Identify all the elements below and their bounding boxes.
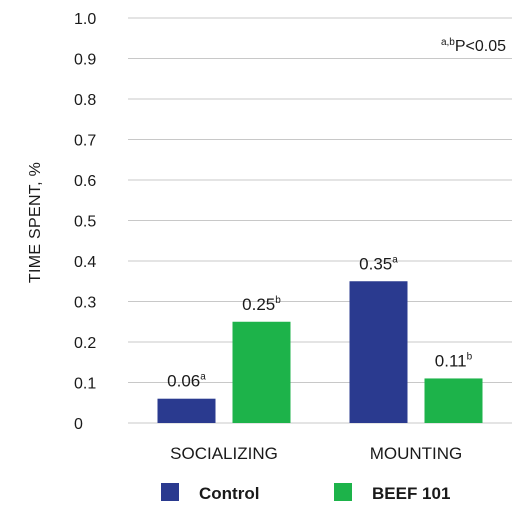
- value-number: 0.11: [435, 351, 467, 370]
- y-tick-label: 0.1: [74, 376, 96, 393]
- significance-note: a,bP<0.05: [441, 37, 506, 55]
- value-label: 0.35a: [359, 254, 398, 273]
- bar-control-socializing: [157, 398, 216, 423]
- bar-control-mounting: [349, 281, 408, 423]
- category-label: MOUNTING: [370, 444, 463, 463]
- value-superscript: b: [467, 351, 473, 362]
- significance-superscript: a,b: [441, 37, 455, 48]
- y-tick-label: 0.2: [74, 335, 96, 352]
- legend-label: BEEF 101: [372, 484, 450, 503]
- legend: Control BEEF 101: [161, 483, 450, 503]
- legend-swatch: [161, 483, 179, 501]
- y-tick-label: 0.7: [74, 133, 96, 150]
- y-tick-label: 0.8: [74, 92, 96, 109]
- y-tick-label: 0.4: [74, 254, 96, 271]
- bar-beef-101-socializing: [232, 321, 291, 423]
- legend-swatch: [334, 483, 352, 501]
- y-axis-label: TIME SPENT, %: [27, 162, 44, 283]
- value-label: 0.06a: [167, 372, 206, 391]
- y-tick-label: 0: [74, 416, 83, 433]
- value-number: 0.06: [167, 372, 200, 391]
- bar-beef-101-mounting: [424, 378, 483, 423]
- category-labels: SOCIALIZING MOUNTING: [170, 444, 462, 463]
- value-superscript: a: [200, 372, 206, 383]
- y-tick-label: 0.3: [74, 295, 96, 312]
- y-tick-labels: 0 0.1 0.2 0.3 0.4 0.5 0.6 0.7 0.8 0.9 1.0: [74, 11, 96, 433]
- category-label: SOCIALIZING: [170, 444, 278, 463]
- value-label: 0.25b: [242, 295, 281, 314]
- value-superscript: a: [392, 254, 398, 265]
- gridlines: [128, 17, 512, 424]
- significance-text: P<0.05: [455, 38, 506, 55]
- legend-label: Control: [199, 484, 259, 503]
- y-tick-label: 1.0: [74, 11, 96, 28]
- value-number: 0.35: [359, 254, 392, 273]
- value-label: 0.11b: [435, 351, 473, 370]
- y-tick-label: 0.5: [74, 214, 96, 231]
- y-tick-label: 0.6: [74, 173, 96, 190]
- bars: [157, 281, 483, 423]
- y-tick-label: 0.9: [74, 52, 96, 69]
- value-superscript: b: [275, 295, 281, 306]
- value-number: 0.25: [242, 295, 275, 314]
